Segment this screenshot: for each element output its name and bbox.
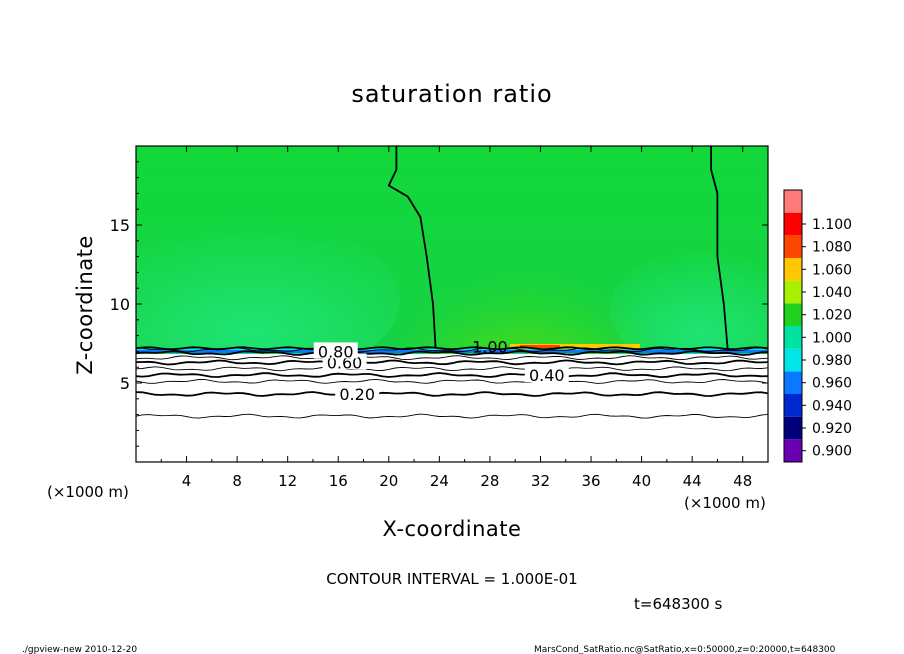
footer-right: MarsCond_SatRatio.nc@SatRatio,x=0:50000,… (534, 645, 836, 654)
contour-labels: 0.200.400.600.80 1.00 (313, 338, 569, 404)
y-axis-label: Z-coordinate (73, 235, 97, 375)
time-stamp: t=648300 s (634, 595, 722, 613)
supersaturation-band (510, 344, 640, 349)
contour-line (136, 378, 768, 384)
colorbar-label: 1.100 (812, 217, 852, 233)
colorbar-segment (784, 348, 802, 372)
contour-label: 0.40 (529, 366, 565, 385)
contour-line (136, 359, 768, 366)
x-tick-label: 4 (182, 472, 192, 490)
y-tick-label: 15 (110, 216, 130, 235)
contour-label-bg (313, 342, 358, 359)
contour-label: 1.00 (472, 338, 508, 357)
colorbar-label: 1.080 (812, 240, 852, 256)
colorbar-segment (784, 439, 802, 462)
colorbar-segment (784, 394, 802, 417)
contour-interval: CONTOUR INTERVAL = 1.000E-01 (326, 570, 577, 588)
colorbar-segment (784, 212, 802, 236)
cool-patch-left (136, 220, 400, 380)
contour-label: 0.80 (318, 342, 354, 361)
contour-label: 0.20 (339, 385, 375, 404)
contour-line (136, 366, 768, 372)
colorbar-segment (784, 326, 802, 349)
colorbar-label: 1.020 (812, 308, 852, 324)
colorbar-segment (784, 371, 802, 394)
x-tick-label: 44 (683, 472, 702, 490)
colorbar-label: 0.960 (812, 376, 852, 392)
contour-line-one (136, 346, 768, 351)
colorbar-segment (784, 190, 802, 213)
contour-line (136, 349, 768, 356)
chart-title: saturation ratio (351, 80, 552, 108)
x-tick-label: 20 (379, 472, 398, 490)
x-tick-label: 40 (632, 472, 651, 490)
colorbar-frame (783, 189, 803, 463)
x-tick-label: 48 (733, 472, 752, 490)
x-unit-right: (×1000 m) (684, 494, 766, 512)
dry-region (136, 354, 768, 462)
colorbar-label: 0.980 (812, 353, 852, 369)
colorbar-label: 0.900 (812, 444, 852, 460)
colorbar-segment (784, 416, 802, 440)
colorbar-label: 0.940 (812, 398, 852, 414)
contour-label-bg (524, 366, 569, 383)
x-unit-left: (×1000 m) (47, 483, 129, 501)
x-tick-label: 24 (430, 472, 449, 490)
contour-label-bg (335, 385, 380, 402)
x-tick-label: 36 (581, 472, 600, 490)
x-tick-label: 8 (232, 472, 242, 490)
contour-one-left (387, 146, 437, 349)
x-axis-label: X-coordinate (383, 517, 522, 541)
colorbar-segment (784, 258, 802, 281)
footer-left: ./gpview-new 2010-12-20 (22, 645, 137, 654)
y-tick-label: 10 (110, 295, 130, 314)
contour-line (136, 372, 768, 379)
x-tick-label: 16 (329, 472, 348, 490)
colorbar-label: 1.000 (812, 330, 852, 346)
plot-area: 0.200.400.600.80 1.00 (136, 146, 768, 462)
contour-lines (136, 146, 768, 419)
x-tick-label: 28 (480, 472, 499, 490)
colorbar-label: 1.060 (812, 262, 852, 278)
contour-line (136, 391, 768, 397)
x-axis-ticks: 4 8 12 16 20 24 28 32 36 40 44 48 (160, 146, 752, 490)
x-tick-label: 12 (278, 472, 297, 490)
y-axis-ticks: 5 10 15 (110, 161, 768, 447)
colorbar-segment (784, 235, 802, 258)
colorbar-segment (784, 303, 802, 326)
contour-line (136, 355, 768, 361)
x-tick-label: 32 (531, 472, 550, 490)
colorbar-segment (784, 280, 802, 304)
colorbar-label: 1.040 (812, 285, 852, 301)
colorbar: 0.900 0.920 0.940 0.960 0.980 1.000 1.020 1.040… (783, 189, 852, 463)
contour-line (136, 413, 768, 419)
colorbar-label: 0.920 (812, 421, 852, 437)
y-tick-label: 5 (120, 374, 130, 393)
contour-one-right (710, 146, 729, 349)
supersaturation-core (520, 345, 560, 348)
